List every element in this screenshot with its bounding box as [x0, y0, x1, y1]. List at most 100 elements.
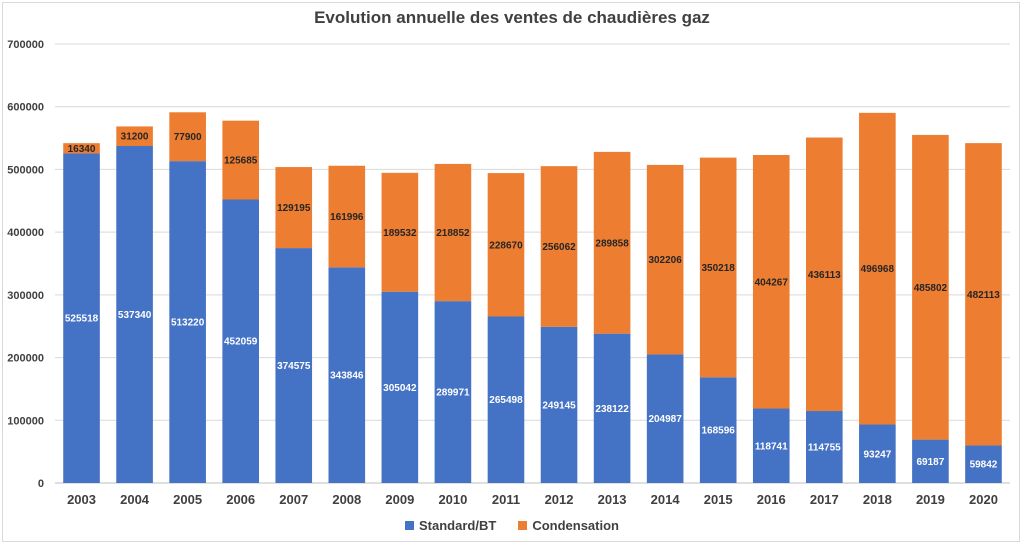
bar-standard [487, 316, 525, 483]
bar-standard [646, 354, 684, 483]
data-label-standard: 289971 [436, 388, 470, 399]
bar-standard [222, 199, 259, 483]
bar-standard [859, 424, 896, 483]
bar-standard [116, 146, 153, 484]
x-tick-label: 2016 [757, 492, 786, 507]
bar-standard [434, 301, 472, 483]
y-tick-label: 100000 [7, 415, 44, 427]
data-label-condensation: 289858 [595, 238, 629, 249]
x-tick-label: 2011 [492, 492, 520, 507]
y-tick-label: 500000 [7, 164, 44, 176]
bar-condensation [646, 164, 684, 355]
y-tick-label: 700000 [7, 39, 44, 51]
x-tick-label: 2005 [173, 492, 202, 507]
bar-standard [806, 411, 843, 483]
bar-standard [752, 408, 790, 483]
bar-condensation [540, 166, 578, 327]
bar-condensation [752, 154, 790, 409]
chart-title: Evolution annuelle des ventes de chaudiè… [314, 8, 710, 27]
data-label-condensation: 218852 [436, 228, 470, 239]
x-tick-label: 2012 [545, 492, 574, 507]
data-label-standard: 93247 [863, 449, 891, 460]
y-tick-label: 400000 [7, 227, 44, 239]
data-label-standard: 343846 [330, 371, 364, 382]
y-tick-label: 300000 [7, 290, 44, 302]
data-label-standard: 204987 [648, 414, 682, 425]
data-label-condensation: 189532 [383, 228, 417, 239]
legend-swatch-standard [405, 521, 415, 530]
data-label-standard: 265498 [489, 395, 523, 406]
x-tick-label: 2009 [385, 492, 414, 507]
data-label-condensation: 496968 [861, 264, 895, 275]
x-tick-label: 2008 [332, 492, 361, 507]
data-label-condensation: 485802 [914, 283, 948, 294]
data-label-standard: 525518 [65, 314, 99, 325]
bar-condensation [912, 134, 949, 440]
bar-condensation [63, 143, 100, 154]
data-label-condensation: 31200 [121, 132, 149, 143]
y-tick-label: 600000 [7, 102, 44, 114]
x-tick-label: 2015 [704, 492, 733, 507]
x-tick-label: 2006 [226, 492, 255, 507]
data-label-standard: 69187 [917, 457, 945, 468]
bar-condensation [859, 112, 896, 425]
data-label-standard: 305042 [383, 383, 417, 394]
data-label-condensation: 404267 [755, 277, 789, 288]
legend-item-standard: Standard/BT [405, 518, 496, 533]
data-label-condensation: 482113 [967, 290, 1000, 301]
data-label-condensation: 436113 [808, 270, 841, 281]
bar-standard [540, 326, 578, 483]
data-label-standard: 249145 [542, 400, 576, 411]
data-label-standard: 114755 [808, 443, 841, 454]
data-label-standard: 374575 [277, 361, 311, 372]
x-tick-label: 2003 [67, 492, 96, 507]
data-label-condensation: 77900 [174, 132, 202, 143]
bar-condensation [593, 151, 631, 334]
data-label-standard: 238122 [595, 404, 629, 415]
data-label-standard: 168596 [702, 426, 736, 437]
data-label-standard: 452059 [224, 337, 258, 348]
data-label-condensation: 129195 [277, 203, 311, 214]
bar-condensation [328, 165, 366, 268]
bar-condensation [699, 157, 737, 378]
x-tick-label: 2018 [863, 492, 892, 507]
data-label-standard: 537340 [118, 310, 152, 321]
bar-condensation [169, 112, 206, 162]
bar-condensation [806, 137, 843, 412]
bar-condensation [434, 163, 472, 302]
bar-condensation [275, 167, 313, 249]
bar-condensation [965, 143, 1002, 446]
x-tick-label: 2014 [651, 492, 681, 507]
legend-item-condensation: Condensation [518, 518, 619, 533]
bar-condensation [222, 120, 259, 200]
bar-condensation [487, 173, 525, 317]
x-tick-label: 2004 [120, 492, 150, 507]
chart-legend: Standard/BT Condensation [0, 518, 1024, 533]
data-label-condensation: 125685 [224, 156, 258, 167]
bar-standard [63, 153, 100, 483]
bar-standard [169, 161, 206, 483]
x-tick-label: 2019 [916, 492, 945, 507]
y-tick-label: 0 [38, 478, 44, 490]
bar-standard [275, 248, 313, 483]
bar-standard [699, 377, 737, 483]
data-label-condensation: 16340 [68, 144, 96, 155]
bar-condensation [116, 126, 153, 147]
data-label-condensation: 350218 [702, 263, 736, 274]
data-label-standard: 513220 [171, 318, 205, 329]
data-label-condensation: 256062 [542, 242, 576, 253]
x-tick-label: 2007 [279, 492, 308, 507]
data-label-condensation: 228670 [489, 240, 523, 251]
x-tick-label: 2017 [810, 492, 839, 507]
bar-standard [328, 267, 366, 483]
legend-label-condensation: Condensation [532, 518, 619, 533]
bar-condensation [381, 172, 419, 292]
x-tick-label: 2010 [438, 492, 467, 507]
x-tick-label: 2013 [598, 492, 627, 507]
bar-standard [381, 291, 419, 483]
data-label-condensation: 302206 [648, 255, 682, 266]
bar-standard [965, 445, 1002, 483]
x-tick-label: 2020 [969, 492, 998, 507]
bar-standard [912, 439, 949, 483]
